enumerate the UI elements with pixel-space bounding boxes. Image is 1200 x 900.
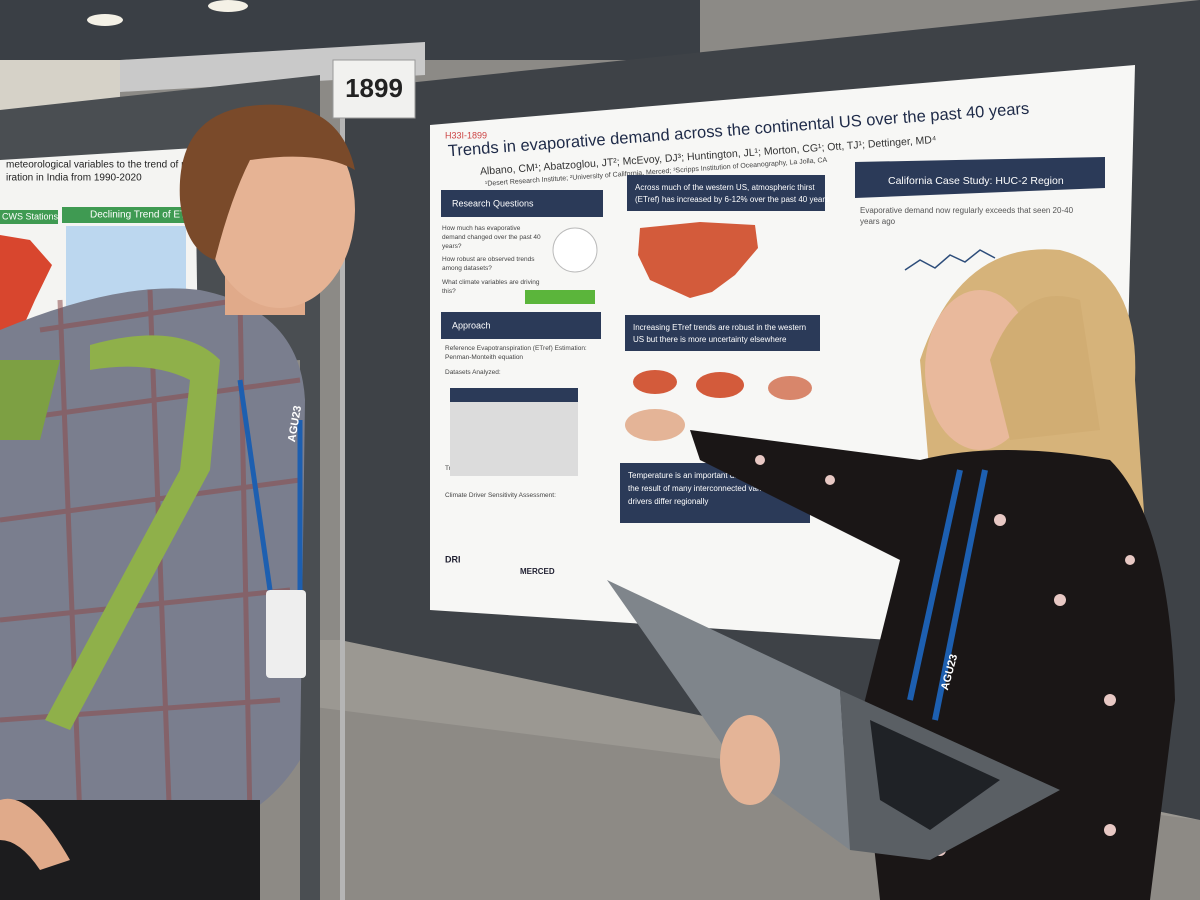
approach-item: Datasets Analyzed: bbox=[445, 368, 501, 376]
finding-text: Across much of the western US, atmospher… bbox=[635, 183, 815, 192]
question: How much has evaporative demand changed … bbox=[442, 225, 541, 250]
backpack-strap bbox=[45, 335, 220, 730]
finding-text: the result of many interconnected variab… bbox=[628, 484, 783, 493]
light bbox=[87, 14, 123, 26]
case-study-text: years ago bbox=[860, 217, 896, 226]
approach-item: Reference Evapotranspiration (ETref) Est… bbox=[445, 345, 587, 361]
light bbox=[208, 0, 248, 12]
section-header-text: Approach bbox=[452, 320, 491, 330]
india-map bbox=[0, 235, 52, 345]
left-poster-title: meteorological variables to the trend of… bbox=[6, 160, 224, 171]
case-study-text: Evaporative demand now regularly exceeds… bbox=[860, 206, 1074, 215]
logo: DRI bbox=[445, 554, 461, 564]
logo: MERCED bbox=[520, 567, 555, 576]
booth-sign bbox=[332, 59, 416, 119]
panel-header-text: CWS Stations bbox=[2, 211, 59, 221]
keyboard bbox=[870, 720, 1000, 830]
section-header-text: California Case Study: HUC-2 Region bbox=[888, 175, 1064, 187]
finding-text: drivers differ regionally bbox=[628, 497, 708, 506]
pointing-hand bbox=[625, 409, 685, 441]
grass-icon bbox=[525, 290, 595, 304]
us-map bbox=[638, 222, 758, 298]
laptop-lid bbox=[607, 580, 850, 850]
question: What climate variables are driving this? bbox=[442, 278, 540, 295]
finding-text: Temperature is an important driver, but … bbox=[628, 471, 804, 480]
board-post bbox=[340, 90, 345, 900]
hair-side bbox=[990, 296, 1100, 440]
small-map bbox=[633, 370, 677, 394]
panel-header bbox=[62, 207, 188, 223]
name-badge bbox=[266, 590, 306, 678]
section-header bbox=[627, 175, 825, 211]
section-header bbox=[625, 315, 820, 351]
climate-icon bbox=[552, 227, 598, 273]
lanyard bbox=[237, 379, 303, 591]
floral-dress bbox=[690, 430, 1175, 900]
question: How robust are observed trends among dat… bbox=[442, 256, 535, 273]
hand bbox=[0, 798, 70, 870]
small-map bbox=[696, 372, 744, 398]
section-header-text: Research Questions bbox=[452, 198, 534, 208]
section-header bbox=[855, 157, 1105, 198]
dataset-table bbox=[450, 388, 578, 476]
hair bbox=[179, 104, 355, 261]
finding-text: (ETref) has increased by 6-12% over the … bbox=[635, 195, 829, 204]
section-header bbox=[441, 190, 603, 217]
poster-code: H33I-1899 bbox=[445, 130, 487, 140]
section-header bbox=[441, 312, 601, 339]
approach-item: Climate Driver Sensitivity Assessment: bbox=[445, 492, 556, 500]
finding-text: US but there is more uncertainty elsewhe… bbox=[633, 335, 787, 344]
table-header bbox=[450, 388, 578, 402]
left-poster-title: iration in India from 1990-2020 bbox=[6, 173, 142, 184]
hand bbox=[720, 715, 780, 805]
panel-header-text: Declining Trend of ETo bbox=[90, 210, 191, 221]
research-questions: How much has evaporative demand changed … bbox=[442, 225, 541, 295]
backpack bbox=[0, 360, 60, 440]
finding-text: Increasing ETref trends are robust in th… bbox=[633, 323, 806, 332]
booth-number: 1899 bbox=[345, 73, 403, 103]
lanyard bbox=[907, 469, 988, 721]
small-map bbox=[768, 376, 812, 400]
panel-header bbox=[0, 210, 58, 224]
sparkline bbox=[904, 249, 996, 271]
board-frame bbox=[120, 42, 425, 92]
